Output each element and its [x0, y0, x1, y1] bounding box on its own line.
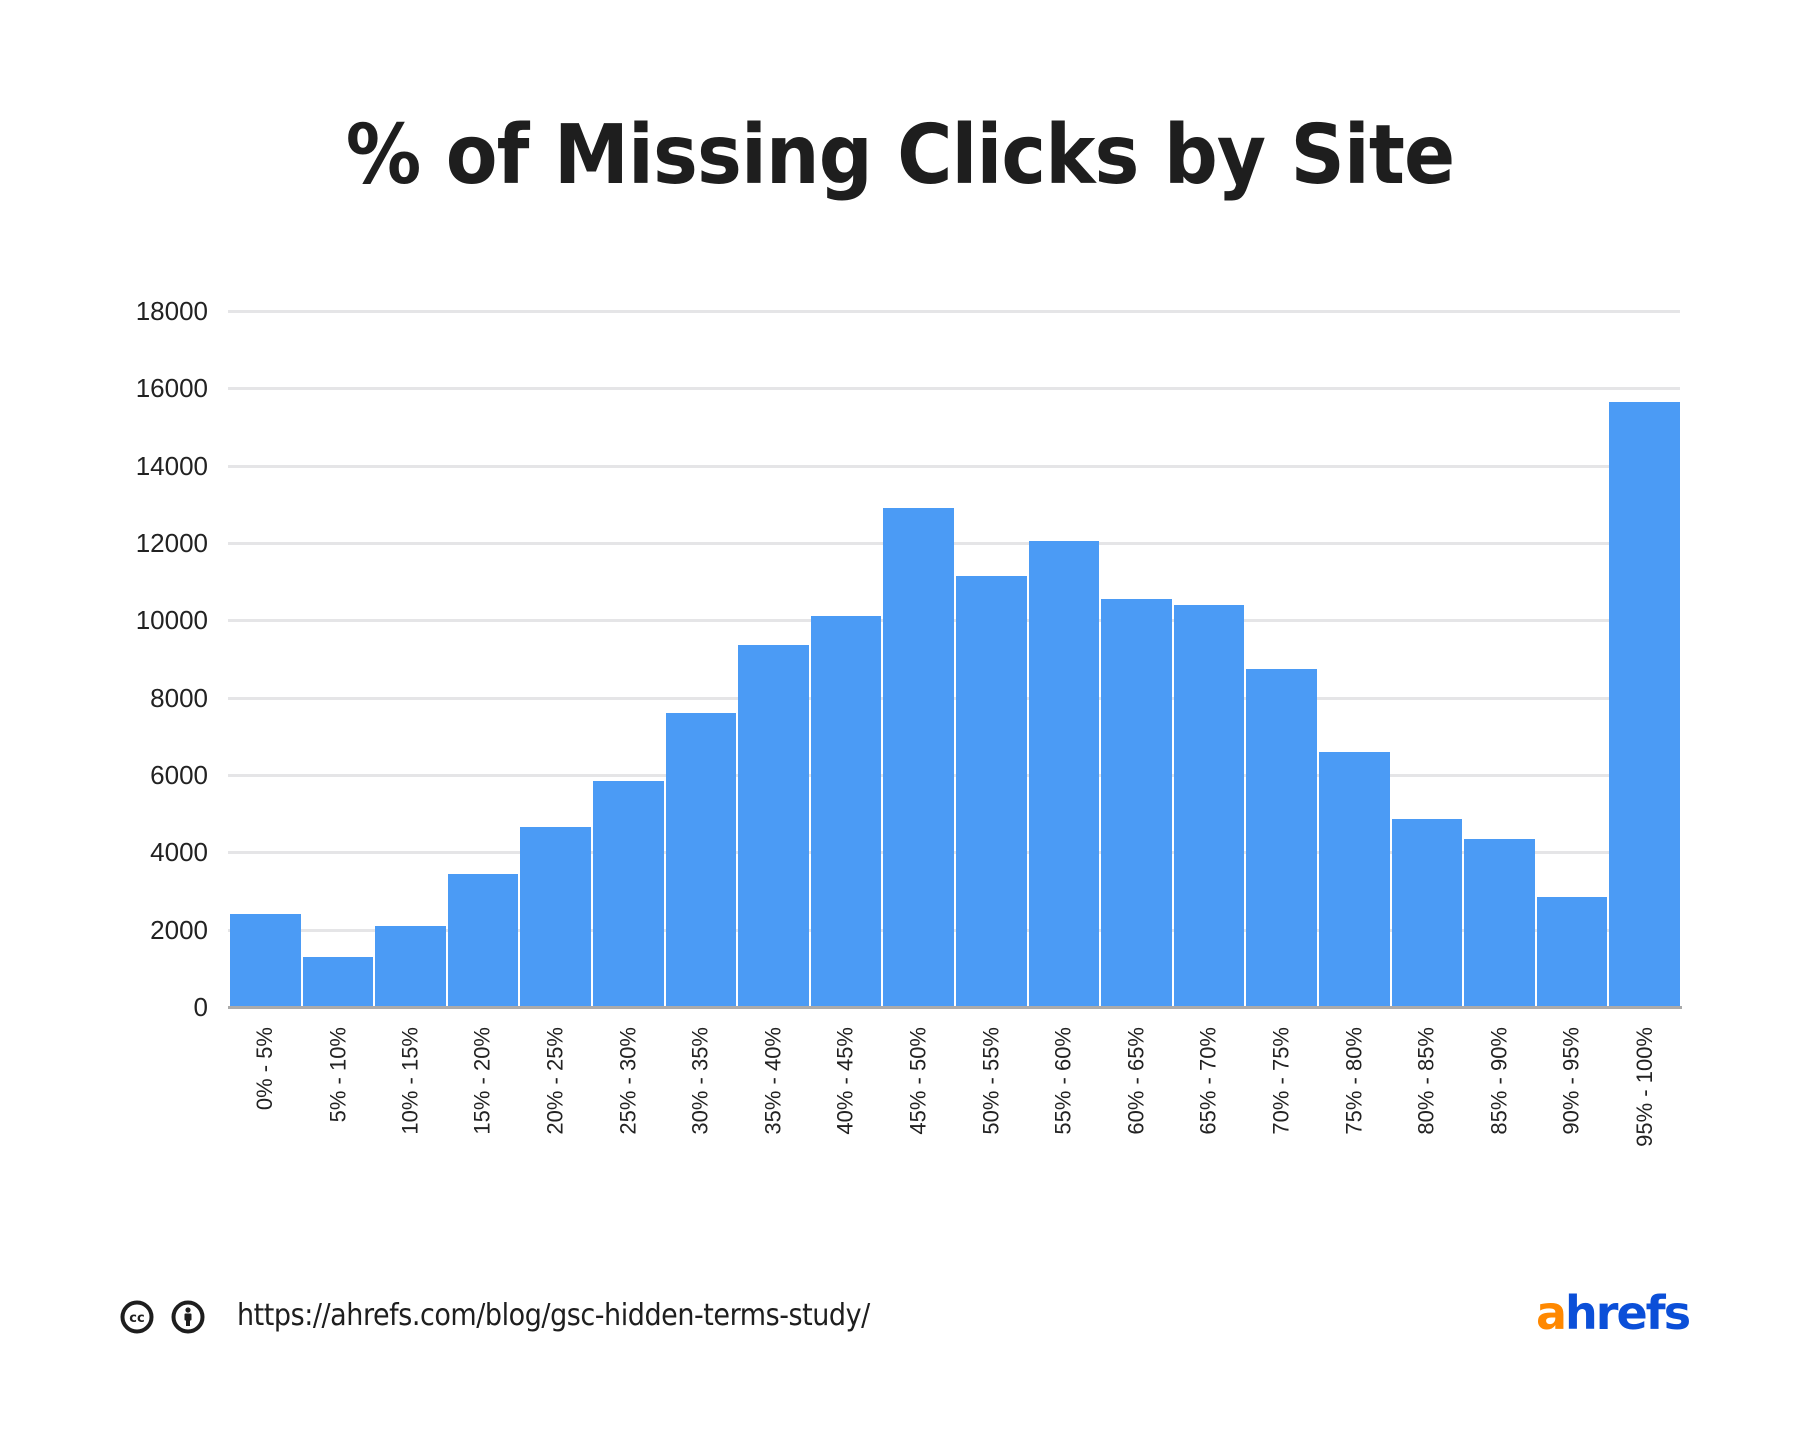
bar — [665, 713, 737, 1007]
bar — [447, 873, 519, 1007]
bar — [1464, 838, 1535, 1007]
gridline — [228, 387, 1680, 391]
bar — [1028, 541, 1100, 1007]
y-tick-label: 14000 — [135, 450, 208, 481]
y-tick-label: 12000 — [135, 528, 208, 558]
bar — [1101, 599, 1172, 1007]
x-axis-line — [228, 1006, 1682, 1009]
logo-rest: hrefs — [1565, 1286, 1691, 1340]
attribution-icon — [171, 1300, 205, 1334]
gridline — [228, 542, 1680, 545]
bar — [230, 914, 301, 1007]
gridline — [228, 696, 1680, 700]
bar — [1609, 401, 1680, 1007]
chart-title: % of Missing Clicks by Site — [345, 108, 1455, 203]
y-tick-label: 8000 — [150, 682, 208, 713]
bar — [738, 645, 809, 1007]
gridline — [228, 464, 1680, 468]
ahrefs-logo: ahrefs — [1536, 1286, 1691, 1340]
bar — [1536, 896, 1608, 1007]
bar — [956, 575, 1027, 1007]
y-tick-label: 4000 — [150, 837, 208, 868]
y-tick-label: 6000 — [150, 760, 208, 790]
bar — [375, 925, 446, 1007]
logo-prefix: a — [1536, 1286, 1567, 1340]
creative-commons-icon: cc — [120, 1300, 154, 1334]
y-tick-label: 10000 — [135, 605, 208, 636]
y-tick-label: 2000 — [150, 914, 208, 945]
gridline — [228, 928, 1680, 932]
bar — [520, 827, 591, 1007]
source-url[interactable]: https://ahrefs.com/blog/gsc-hidden-terms… — [237, 1298, 870, 1333]
gridline — [228, 774, 1680, 777]
plot-area — [228, 310, 1680, 1007]
bar — [1391, 819, 1463, 1007]
bar — [593, 780, 664, 1007]
bar — [1319, 751, 1390, 1007]
y-tick-label: 0 — [193, 992, 208, 1022]
gridline — [228, 310, 1680, 313]
bar — [1173, 604, 1245, 1007]
gridline — [228, 851, 1680, 855]
svg-text:cc: cc — [129, 1311, 144, 1326]
bar — [883, 508, 954, 1007]
y-tick-label: 16000 — [135, 373, 208, 404]
bar — [302, 956, 374, 1007]
bar — [810, 616, 882, 1007]
gridline — [228, 619, 1680, 623]
bar — [1246, 668, 1317, 1007]
y-tick-label: 18000 — [135, 296, 208, 326]
